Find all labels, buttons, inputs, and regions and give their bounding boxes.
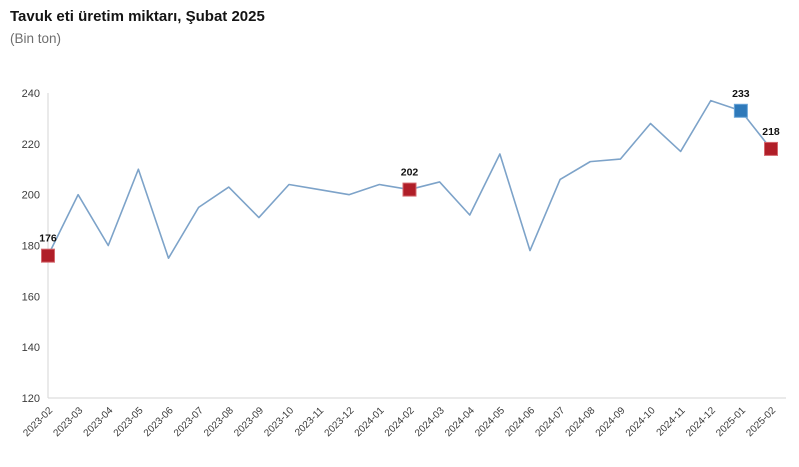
data-point-marker-2025-02[interactable] — [764, 141, 778, 156]
chart-header: Tavuk eti üretim miktarı, Şubat 2025 (Bi… — [10, 6, 265, 49]
x-tick-label: 2024-02 — [383, 405, 417, 439]
x-tick-label: 2023-12 — [323, 405, 357, 439]
line-chart: 2402202001801601401202023-022023-032023-… — [21, 88, 786, 439]
y-tick-label: 160 — [22, 291, 40, 303]
x-tick-label: 2023-03 — [52, 405, 86, 439]
y-tick-label: 180 — [22, 241, 40, 253]
y-tick-label: 120 — [22, 393, 40, 405]
production-line-series — [47, 99, 772, 260]
x-tick-label: 2023-09 — [232, 405, 266, 439]
y-tick-label: 240 — [22, 88, 40, 100]
x-tick-label: 2023-07 — [172, 405, 206, 439]
y-tick-label: 140 — [22, 342, 40, 354]
data-point-marker-2023-02[interactable] — [41, 248, 55, 263]
x-tick-label: 2023-05 — [112, 405, 146, 439]
chart-subtitle: (Bin ton) — [10, 31, 62, 46]
x-tick-label: 2024-08 — [564, 405, 598, 439]
y-tick-label: 220 — [22, 139, 40, 151]
chart-title: Tavuk eti üretim miktarı, Şubat 2025 — [10, 8, 265, 25]
x-tick-label: 2023-10 — [262, 405, 296, 439]
data-point-label: 202 — [401, 167, 419, 179]
data-point-label: 218 — [762, 126, 780, 138]
x-tick-label: 2024-12 — [684, 405, 718, 439]
data-point-marker-2025-01[interactable] — [733, 103, 748, 118]
x-tick-label: 2024-06 — [503, 405, 537, 439]
y-tick-label: 200 — [22, 190, 40, 202]
x-tick-label: 2024-09 — [594, 405, 628, 439]
x-tick-label: 2024-11 — [655, 405, 689, 439]
x-tick-label: 2023-02 — [21, 405, 55, 439]
data-point-label: 233 — [732, 88, 750, 100]
chart-area: 240 220 200 180 160 140 120 2023-02 2023-03 2023-… — [0, 60, 799, 467]
x-tick-label: 2024-05 — [473, 405, 507, 439]
x-tick-label: 2024-10 — [624, 405, 658, 439]
x-tick-label: 2023-11 — [293, 405, 327, 439]
x-tick-label: 2024-07 — [534, 405, 568, 439]
x-tick-label: 2024-04 — [443, 405, 477, 439]
x-tick-label: 2024-03 — [413, 405, 447, 439]
x-tick-label: 2025-01 — [714, 405, 748, 439]
x-tick-label: 2023-06 — [142, 405, 176, 439]
data-point-label: 176 — [39, 233, 57, 245]
x-tick-label: 2023-04 — [82, 405, 116, 439]
x-tick-label: 2024-01 — [353, 405, 387, 439]
data-point-marker-2024-02[interactable] — [402, 182, 417, 197]
x-tick-label: 2025-02 — [744, 405, 778, 439]
x-tick-label: 2023-08 — [202, 405, 236, 439]
